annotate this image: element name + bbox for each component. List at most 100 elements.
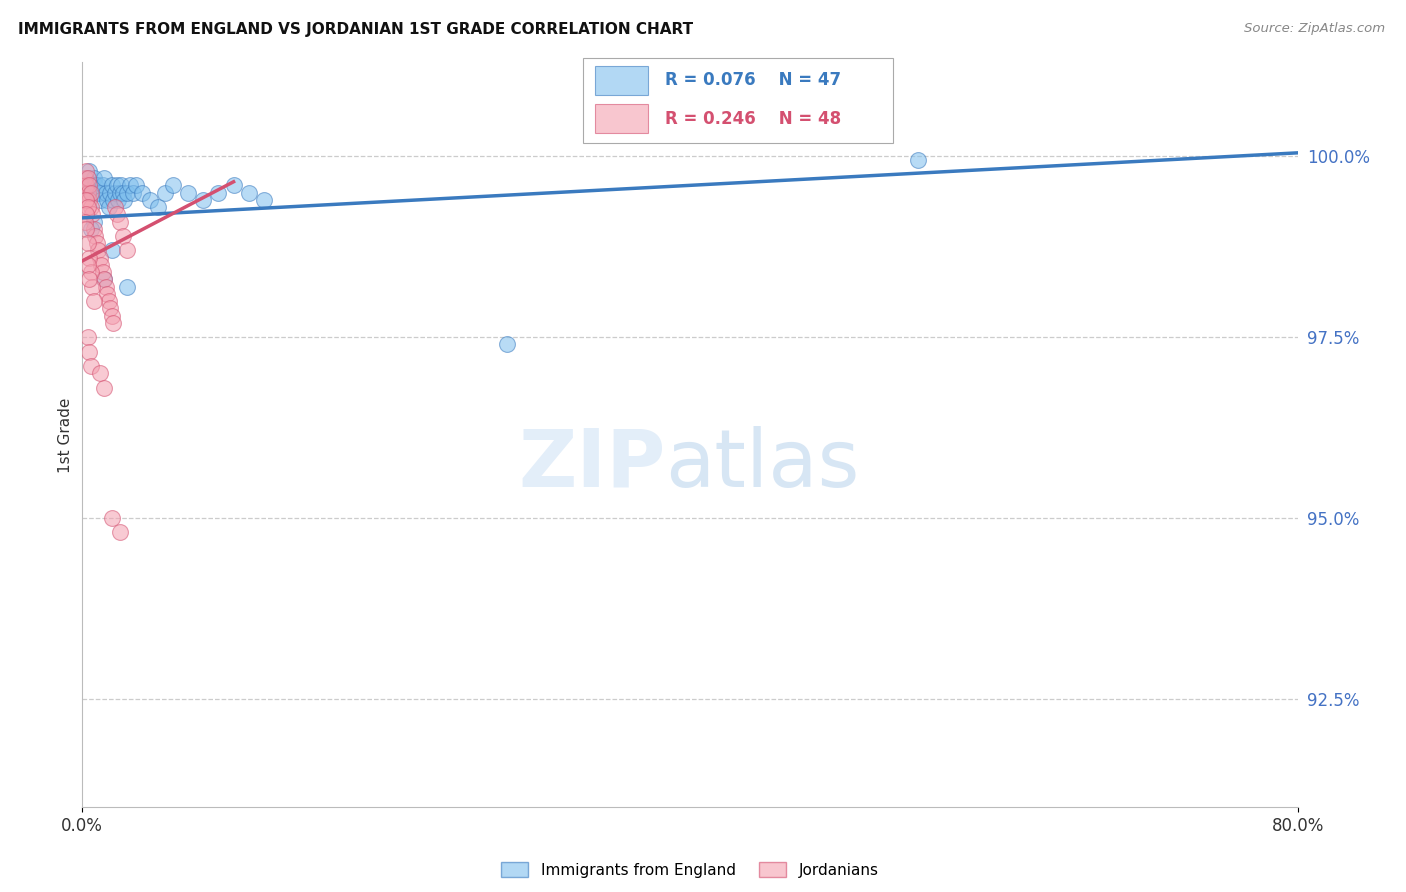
- Point: [83, 171, 105, 186]
- Point: [84, 178, 107, 193]
- Text: ZIP: ZIP: [517, 425, 665, 504]
- Point: [77, 251, 100, 265]
- Point: [105, 207, 128, 221]
- Point: [125, 178, 148, 193]
- Point: [122, 186, 145, 200]
- Point: [100, 186, 122, 200]
- Point: [75, 221, 97, 235]
- Point: [153, 186, 176, 200]
- Point: [93, 381, 115, 395]
- Point: [111, 229, 134, 244]
- Point: [82, 279, 104, 293]
- Point: [222, 178, 245, 193]
- Text: R = 0.246    N = 48: R = 0.246 N = 48: [665, 110, 841, 128]
- Point: [84, 229, 107, 244]
- Point: [75, 193, 97, 207]
- Point: [77, 272, 100, 286]
- Point: [131, 186, 153, 200]
- Point: [110, 178, 132, 193]
- Point: [104, 186, 127, 200]
- Point: [89, 186, 111, 200]
- Point: [120, 178, 142, 193]
- Point: [76, 258, 98, 272]
- Point: [207, 186, 229, 200]
- Point: [76, 200, 98, 214]
- Point: [86, 186, 108, 200]
- Point: [103, 193, 125, 207]
- Point: [108, 186, 131, 200]
- Point: [75, 164, 97, 178]
- Point: [253, 193, 276, 207]
- Point: [101, 244, 124, 258]
- Point: [93, 272, 115, 286]
- Point: [90, 258, 112, 272]
- Point: [103, 316, 125, 330]
- Point: [93, 171, 115, 186]
- Point: [97, 294, 120, 309]
- Point: [93, 272, 115, 286]
- Point: [104, 200, 127, 214]
- Point: [177, 186, 200, 200]
- Point: [83, 221, 105, 235]
- Point: [76, 171, 98, 186]
- Text: Source: ZipAtlas.com: Source: ZipAtlas.com: [1244, 22, 1385, 36]
- Point: [79, 178, 101, 193]
- Point: [76, 171, 98, 186]
- Point: [115, 244, 138, 258]
- Point: [86, 236, 108, 251]
- Point: [94, 279, 117, 293]
- Point: [96, 193, 118, 207]
- Point: [105, 178, 128, 193]
- Point: [79, 221, 101, 235]
- Point: [79, 265, 101, 279]
- Point: [82, 207, 104, 221]
- Point: [83, 214, 105, 228]
- Point: [97, 200, 120, 214]
- Point: [146, 200, 169, 214]
- Point: [238, 186, 260, 200]
- Point: [77, 193, 100, 207]
- Point: [907, 153, 929, 167]
- Point: [91, 178, 114, 193]
- Point: [101, 178, 124, 193]
- Point: [101, 511, 124, 525]
- Point: [139, 193, 162, 207]
- Point: [115, 186, 138, 200]
- Point: [89, 367, 111, 381]
- Point: [112, 193, 135, 207]
- Point: [76, 236, 98, 251]
- Text: R = 0.076    N = 47: R = 0.076 N = 47: [665, 71, 841, 89]
- Point: [83, 294, 105, 309]
- Point: [76, 186, 98, 200]
- Point: [91, 265, 114, 279]
- Point: [77, 164, 100, 178]
- Y-axis label: 1st Grade: 1st Grade: [58, 397, 73, 473]
- Point: [162, 178, 184, 193]
- Point: [79, 359, 101, 373]
- Point: [94, 186, 117, 200]
- Point: [496, 337, 519, 351]
- Point: [76, 330, 98, 344]
- Point: [82, 186, 104, 200]
- Point: [107, 193, 129, 207]
- Point: [90, 193, 112, 207]
- Point: [73, 214, 96, 228]
- Point: [108, 525, 131, 540]
- Point: [108, 214, 131, 228]
- Point: [77, 344, 100, 359]
- Point: [79, 200, 101, 214]
- Point: [100, 301, 122, 316]
- Point: [111, 186, 134, 200]
- Point: [101, 309, 124, 323]
- Point: [115, 279, 138, 293]
- Point: [191, 193, 215, 207]
- Point: [87, 178, 110, 193]
- Point: [75, 207, 97, 221]
- Point: [79, 186, 101, 200]
- Point: [77, 178, 100, 193]
- Point: [75, 178, 97, 193]
- Legend: Immigrants from England, Jordanians: Immigrants from England, Jordanians: [494, 854, 886, 885]
- Point: [73, 171, 96, 186]
- Point: [96, 286, 118, 301]
- Text: IMMIGRANTS FROM ENGLAND VS JORDANIAN 1ST GRADE CORRELATION CHART: IMMIGRANTS FROM ENGLAND VS JORDANIAN 1ST…: [18, 22, 693, 37]
